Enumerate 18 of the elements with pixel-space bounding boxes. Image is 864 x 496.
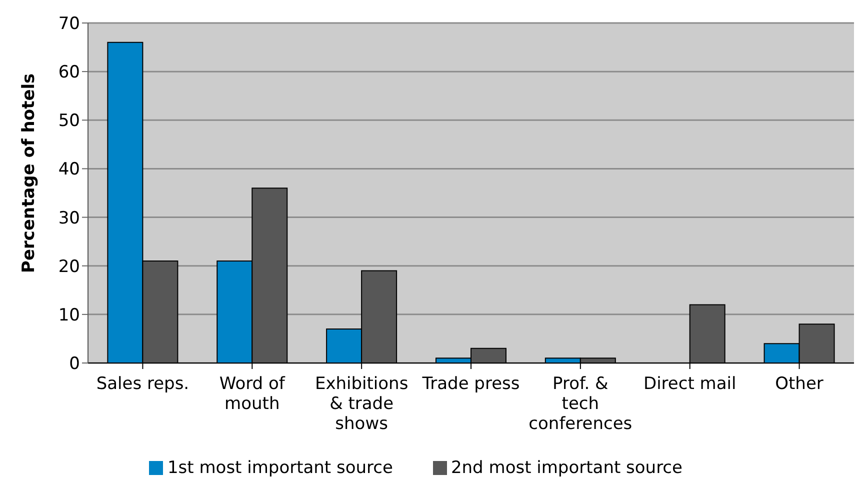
y-tick-label: 20 bbox=[58, 256, 80, 277]
y-tick-label: 30 bbox=[58, 208, 80, 228]
y-tick-label: 60 bbox=[58, 62, 80, 83]
y-tick-label: 40 bbox=[58, 160, 80, 180]
x-tick-label: Sales reps. bbox=[96, 374, 190, 394]
x-tick-label: Word of mouth bbox=[219, 374, 286, 414]
x-tick-label: Direct mail bbox=[643, 374, 736, 394]
x-tick-label: Trade press bbox=[421, 374, 520, 394]
x-tick-label: Prof. & tech conferences bbox=[528, 374, 632, 434]
y-tick-label: 70 bbox=[58, 14, 80, 34]
x-tick-label: Other bbox=[775, 374, 824, 394]
y-axis-title: Percentage of hotels bbox=[19, 73, 40, 273]
y-tick-label: 50 bbox=[58, 111, 80, 132]
legend-label: 1st most important source bbox=[167, 458, 393, 478]
legend-label: 2nd most important source bbox=[450, 458, 682, 478]
y-tick-label: 0 bbox=[69, 354, 80, 374]
x-tick-label: Exhibitions & trade shows bbox=[314, 374, 408, 434]
y-tick-label: 10 bbox=[58, 305, 80, 326]
